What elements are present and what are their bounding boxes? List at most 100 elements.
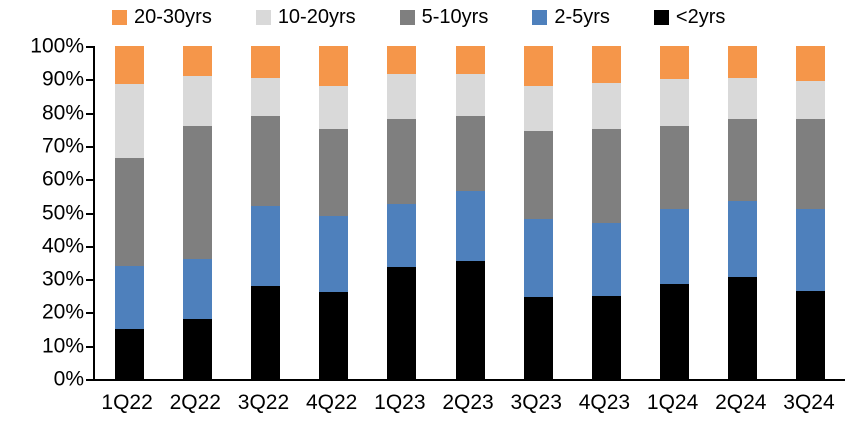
legend-item-10-20yrs: 10-20yrs <box>255 6 356 28</box>
x-axis-label-3Q22: 3Q22 <box>237 391 290 414</box>
bar-segment-4Q23-10-20yrs <box>591 82 621 130</box>
x-axis-label-2Q24: 2Q24 <box>715 391 767 414</box>
y-axis-tickmark <box>86 145 93 148</box>
bar-3Q24 <box>796 46 826 379</box>
y-axis-tickmark <box>86 112 93 115</box>
bar-segment-2Q22-20-30yrs <box>182 46 212 76</box>
chart-legend: 20-30yrs 10-20yrs 5-10yrs 2-5yrs <2yrs <box>112 3 852 31</box>
x-axis-label-4Q23: 4Q23 <box>578 391 631 414</box>
bar-segment-2Q23-5-10yrs <box>455 115 485 191</box>
bar-segment-3Q24-5-10yrs <box>796 119 826 210</box>
bar-segment-1Q24-2yrs <box>660 284 690 379</box>
bar-segment-3Q23-2-5yrs <box>523 219 553 298</box>
y-axis-tick-label: 40% <box>41 234 84 258</box>
bar-segment-1Q23-5-10yrs <box>387 119 417 205</box>
bar-segment-3Q23-20-30yrs <box>523 46 553 86</box>
legend-swatch-icon <box>112 9 127 25</box>
x-axis-label-1Q23: 1Q23 <box>374 391 426 414</box>
bar-4Q22 <box>319 46 349 379</box>
x-axis-label-2Q23: 2Q23 <box>442 391 494 414</box>
bar-segment-1Q23-2-5yrs <box>387 204 417 268</box>
bar-segment-4Q22-10-20yrs <box>319 85 349 130</box>
legend-swatch-icon <box>532 9 548 25</box>
bar-segment-4Q23-2yrs <box>591 295 621 379</box>
bar-segment-1Q24-5-10yrs <box>660 125 690 210</box>
y-axis-tickmark <box>86 46 93 48</box>
bar-segment-2Q23-20-30yrs <box>455 46 485 75</box>
y-axis-tick-label: 30% <box>41 267 84 291</box>
bar-1Q24 <box>660 46 690 379</box>
bar-segment-2Q24-2yrs <box>728 277 758 379</box>
y-axis-tickmark <box>86 345 93 348</box>
bar-segment-4Q22-20-30yrs <box>319 46 349 86</box>
x-axis-label-1Q24: 1Q24 <box>646 391 699 414</box>
bar-segment-3Q23-10-20yrs <box>523 85 553 131</box>
bar-segment-2Q24-10-20yrs <box>728 77 758 120</box>
bar-segment-1Q24-20-30yrs <box>660 46 690 80</box>
legend-label: 10-20yrs <box>277 6 356 28</box>
y-axis-tickmark <box>86 245 93 248</box>
bar-slot-4Q23 <box>572 46 640 379</box>
bar-segment-4Q22-5-10yrs <box>319 129 349 216</box>
bar-2Q23 <box>455 46 485 379</box>
bar-segment-2Q23-10-20yrs <box>455 74 485 116</box>
legend-item-2yrs: <2yrs <box>653 6 726 28</box>
bar-segment-1Q23-10-20yrs <box>387 74 417 120</box>
bar-1Q23 <box>387 46 417 379</box>
legend-label: 2-5yrs <box>554 6 610 28</box>
bar-slot-1Q22 <box>95 46 163 379</box>
bar-4Q23 <box>591 46 621 379</box>
x-axis-label-1Q22: 1Q22 <box>101 391 153 414</box>
bar-segment-4Q23-5-10yrs <box>591 129 621 223</box>
bar-segment-1Q22-10-20yrs <box>114 84 144 158</box>
bar-segment-4Q22-2-5yrs <box>319 215 349 293</box>
y-axis-tickmark <box>86 279 93 282</box>
bar-slot-3Q23 <box>504 46 572 379</box>
bar-segment-3Q22-2-5yrs <box>250 205 280 286</box>
bar-segment-2Q24-2-5yrs <box>728 200 758 278</box>
bar-2Q24 <box>728 46 758 379</box>
legend-label: <2yrs <box>675 6 726 28</box>
bar-segment-1Q23-2yrs <box>387 267 417 379</box>
bar-1Q22 <box>114 46 144 379</box>
legend-item-2-5yrs: 2-5yrs <box>532 7 610 27</box>
bar-segment-1Q24-10-20yrs <box>660 79 690 126</box>
legend-swatch-icon <box>399 9 415 25</box>
y-axis-tick-label: 10% <box>41 334 84 358</box>
x-axis-label-2Q22: 2Q22 <box>169 391 221 414</box>
legend-label: 5-10yrs <box>421 6 489 28</box>
bar-segment-3Q22-2yrs <box>250 285 280 379</box>
bar-segment-1Q22-2yrs <box>114 329 144 379</box>
bar-segment-3Q22-10-20yrs <box>250 77 280 116</box>
legend-item-5-10yrs: 5-10yrs <box>399 6 489 28</box>
bar-segment-1Q22-2-5yrs <box>114 265 144 330</box>
y-axis-tick-label: 90% <box>41 67 84 91</box>
y-axis-tick-label: 70% <box>41 134 84 158</box>
bar-3Q22 <box>250 46 280 379</box>
y-axis-tick-label: 20% <box>41 300 84 324</box>
bar-segment-3Q24-2-5yrs <box>796 209 826 291</box>
bar-segment-3Q24-10-20yrs <box>796 81 826 120</box>
bar-slot-2Q23 <box>436 46 504 379</box>
legend-swatch-icon <box>255 9 271 25</box>
bar-2Q22 <box>182 46 212 379</box>
legend-item-20-30yrs: 20-30yrs <box>112 7 212 27</box>
bar-segment-2Q23-2yrs <box>455 260 485 379</box>
y-axis-tickmark <box>86 212 93 215</box>
bar-slot-3Q22 <box>231 46 299 379</box>
x-axis-label-3Q23: 3Q23 <box>510 391 562 414</box>
y-axis-tickmark <box>86 379 93 381</box>
bar-segment-3Q22-20-30yrs <box>250 46 280 78</box>
y-axis-tickmark <box>86 312 93 315</box>
y-axis-tick-label: 50% <box>41 201 84 224</box>
bar-segment-3Q24-2yrs <box>796 290 826 379</box>
y-axis-tick-label: 60% <box>41 167 84 191</box>
bar-segment-2Q24-20-30yrs <box>728 46 758 78</box>
x-axis: 1Q22 2Q22 3Q22 4Q22 1Q23 2Q23 3Q23 4Q23 1Q24 2Q24… <box>93 391 843 414</box>
bar-segment-2Q23-2-5yrs <box>455 190 485 261</box>
bar-segment-1Q22-20-30yrs <box>114 46 144 85</box>
plot-area <box>86 46 845 381</box>
y-axis: 0% 10% 20% 30% 40% 50% 60% 70% 80% 90% 100% <box>0 36 84 390</box>
x-axis-label-3Q24: 3Q24 <box>783 391 835 414</box>
